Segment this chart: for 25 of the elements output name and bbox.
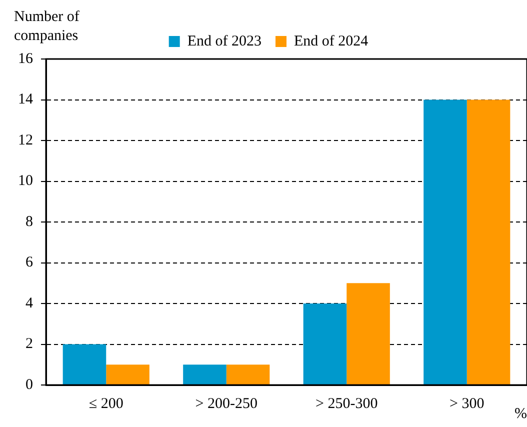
bar (106, 364, 150, 384)
y-tick-label: 6 (26, 254, 34, 271)
x-tick-label: > 250-300 (316, 396, 378, 412)
x-tick-label: > 200-250 (195, 396, 258, 412)
y-tick-label: 2 (26, 336, 33, 352)
x-axis-title: % (514, 406, 527, 423)
y-tick-label: 14 (18, 92, 34, 108)
bar (62, 344, 106, 384)
y-tick-label: 16 (18, 50, 34, 67)
x-tick-label: > 300 (450, 396, 484, 412)
bar (303, 304, 347, 384)
y-tick-label: 8 (26, 214, 33, 230)
bar (466, 100, 510, 384)
bar (346, 283, 390, 384)
y-axis-title: Number of companies (14, 8, 80, 46)
y-tick-label: 10 (18, 173, 33, 190)
legend-label: End of 2023 (187, 33, 262, 50)
x-tick-label: ≤ 200 (88, 396, 124, 412)
y-tick-label: 0 (26, 376, 33, 393)
y-tick-label: 4 (26, 295, 34, 312)
bar (424, 100, 467, 384)
y-tick-label: 12 (18, 132, 33, 148)
bar (226, 364, 270, 384)
bar (183, 364, 226, 384)
legend-label: End of 2024 (294, 33, 369, 50)
